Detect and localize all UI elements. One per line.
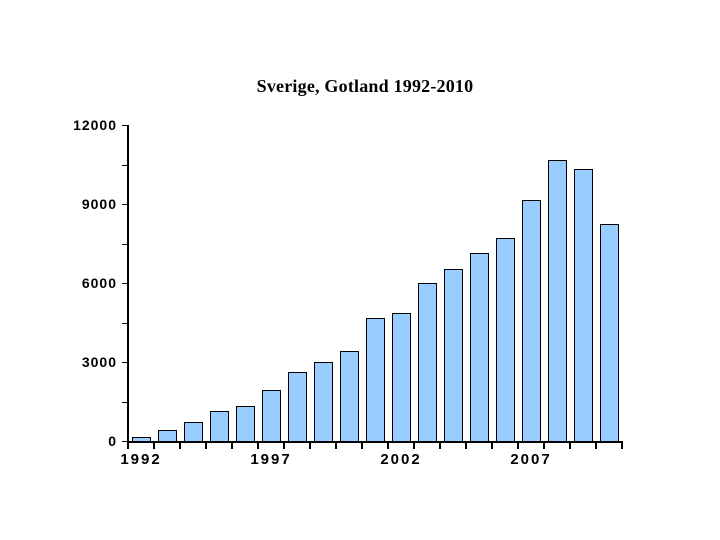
y-axis-tick xyxy=(122,362,127,363)
y-axis-tick xyxy=(122,244,127,245)
bar-2003 xyxy=(418,283,437,441)
x-axis-label: 2007 xyxy=(510,451,552,468)
y-axis-tick xyxy=(122,283,127,284)
bar-2000 xyxy=(340,351,359,441)
bar-2005 xyxy=(470,253,489,441)
y-axis-tick xyxy=(122,323,127,324)
y-axis-tick xyxy=(122,165,127,166)
chart-title: Sverige, Gotland 1992-2010 xyxy=(256,76,474,96)
x-axis-tick xyxy=(543,441,545,449)
x-axis-tick xyxy=(257,441,259,449)
bar-2010 xyxy=(600,224,619,441)
y-axis-label: 6000 xyxy=(81,275,117,291)
x-axis-tick xyxy=(569,441,571,449)
bar-1998 xyxy=(288,372,307,441)
bar-2009 xyxy=(574,169,593,441)
x-axis-tick xyxy=(621,441,623,449)
bar-2001 xyxy=(366,318,385,441)
x-axis-tick xyxy=(335,441,337,449)
x-axis-tick xyxy=(231,441,233,449)
y-axis-label: 12000 xyxy=(73,117,117,133)
x-axis-tick xyxy=(413,441,415,449)
x-axis-tick xyxy=(439,441,441,449)
x-axis-tick xyxy=(491,441,493,449)
x-axis-tick xyxy=(127,441,129,449)
bar-2004 xyxy=(444,269,463,441)
x-axis-tick xyxy=(179,441,181,449)
bar-2002 xyxy=(392,313,411,441)
x-axis-tick xyxy=(283,441,285,449)
bar-1997 xyxy=(262,390,281,441)
bar-1992 xyxy=(132,437,151,441)
x-axis-tick xyxy=(309,441,311,449)
x-axis-tick xyxy=(361,441,363,449)
plot-area: 0 3000 6000 9000 12000 1992 1997 2002 2007 xyxy=(73,117,623,468)
x-axis-label: 1992 xyxy=(120,451,162,468)
x-axis-label: 1997 xyxy=(250,451,292,468)
bar-1993 xyxy=(158,430,177,441)
y-axis-tick xyxy=(122,204,127,205)
x-axis-tick xyxy=(205,441,207,449)
y-axis-label: 3000 xyxy=(81,354,117,370)
x-axis-label: 2002 xyxy=(380,451,422,468)
x-axis-tick xyxy=(153,441,155,449)
x-axis-tick xyxy=(465,441,467,449)
x-axis-tick xyxy=(387,441,389,449)
bar-1999 xyxy=(314,362,333,441)
bar-1994 xyxy=(184,422,203,441)
y-axis-tick xyxy=(122,125,127,126)
y-axis-tick xyxy=(122,402,127,403)
bar-2008 xyxy=(548,160,567,441)
x-axis-tick xyxy=(517,441,519,449)
bar-1996 xyxy=(236,406,255,441)
bar-1995 xyxy=(210,411,229,441)
bar-2007 xyxy=(522,200,541,441)
y-axis-label: 0 xyxy=(108,433,117,449)
x-axis-tick xyxy=(595,441,597,449)
bar-2006 xyxy=(496,238,515,441)
y-axis-tick xyxy=(122,441,127,442)
y-axis-label: 9000 xyxy=(81,196,117,212)
